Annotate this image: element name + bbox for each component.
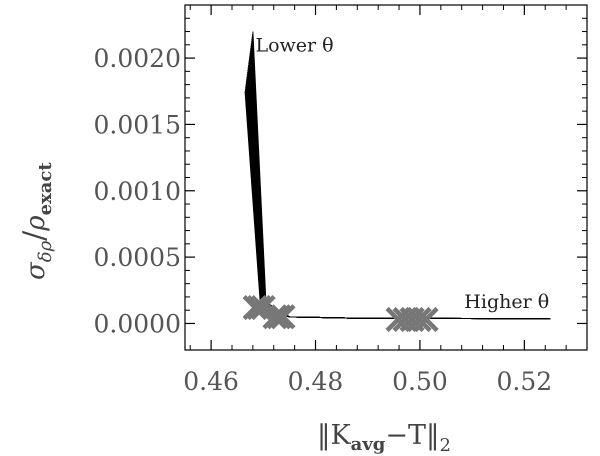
curve-family	[244, 31, 551, 320]
curve-13	[248, 60, 551, 320]
curve-7	[246, 74, 551, 320]
curve-4	[245, 81, 551, 320]
y-tick-label: 0.0020	[94, 44, 181, 73]
y-tick-label: 0.0005	[94, 243, 181, 272]
curve-14	[248, 57, 551, 320]
curve-18	[250, 48, 551, 320]
x-label-mid: −T‖	[385, 420, 439, 451]
marker-group	[242, 294, 439, 333]
x-axis: 0.46 0.48 0.50 0.52	[183, 5, 567, 396]
x-tick-label: 0.46	[183, 367, 239, 396]
curve-12	[248, 62, 551, 320]
x-label-main: ‖K	[317, 420, 352, 451]
y-tick-label: 0.0015	[94, 110, 181, 139]
annotation-lower-theta: Lower θ	[255, 34, 333, 56]
y-tick-label: 0.0010	[94, 177, 181, 206]
x-tick-label: 0.52	[497, 367, 553, 396]
curve-16	[249, 53, 551, 320]
curve-24	[252, 33, 551, 320]
curve-19	[250, 45, 551, 320]
x-axis-title: ‖Kavg−T‖2	[317, 420, 451, 456]
curve-3	[245, 84, 551, 320]
y-axis-title: σδρ/ρexact	[17, 162, 56, 280]
curve-20	[250, 43, 551, 320]
y-tick-label: 0.0000	[94, 309, 181, 338]
curve-1	[244, 88, 551, 320]
y-label-slash: /	[17, 230, 52, 241]
y-label-sigma-sub: δρ	[35, 240, 56, 262]
y-label-rho-sub: exact	[35, 162, 56, 216]
curve-9	[247, 69, 551, 320]
x-label-sub-avg: avg	[351, 434, 386, 455]
curve-2	[245, 86, 551, 320]
x-label-sub-2: 2	[440, 435, 451, 456]
curve-5	[246, 79, 551, 320]
y-label-sigma: σ	[21, 261, 51, 280]
x-tick-label: 0.50	[392, 367, 448, 396]
curve-10	[247, 67, 551, 320]
y-label-rho: ρ	[21, 215, 51, 232]
curve-23	[251, 36, 551, 320]
curve-15	[249, 55, 551, 320]
curve-6	[246, 76, 551, 320]
curve-25	[252, 31, 551, 320]
curve-21	[251, 41, 551, 320]
x-tick-label: 0.48	[288, 367, 344, 396]
curve-8	[247, 72, 551, 320]
annotation-higher-theta: Higher θ	[464, 291, 549, 313]
curve-0	[244, 91, 551, 320]
y-axis: 0.0000 0.0005 0.0010 0.0015 0.0020	[94, 17, 587, 338]
curve-11	[247, 64, 551, 320]
curve-22	[251, 38, 551, 320]
marker-2	[385, 306, 439, 333]
curve-17	[249, 50, 551, 320]
marker-1	[262, 304, 296, 330]
